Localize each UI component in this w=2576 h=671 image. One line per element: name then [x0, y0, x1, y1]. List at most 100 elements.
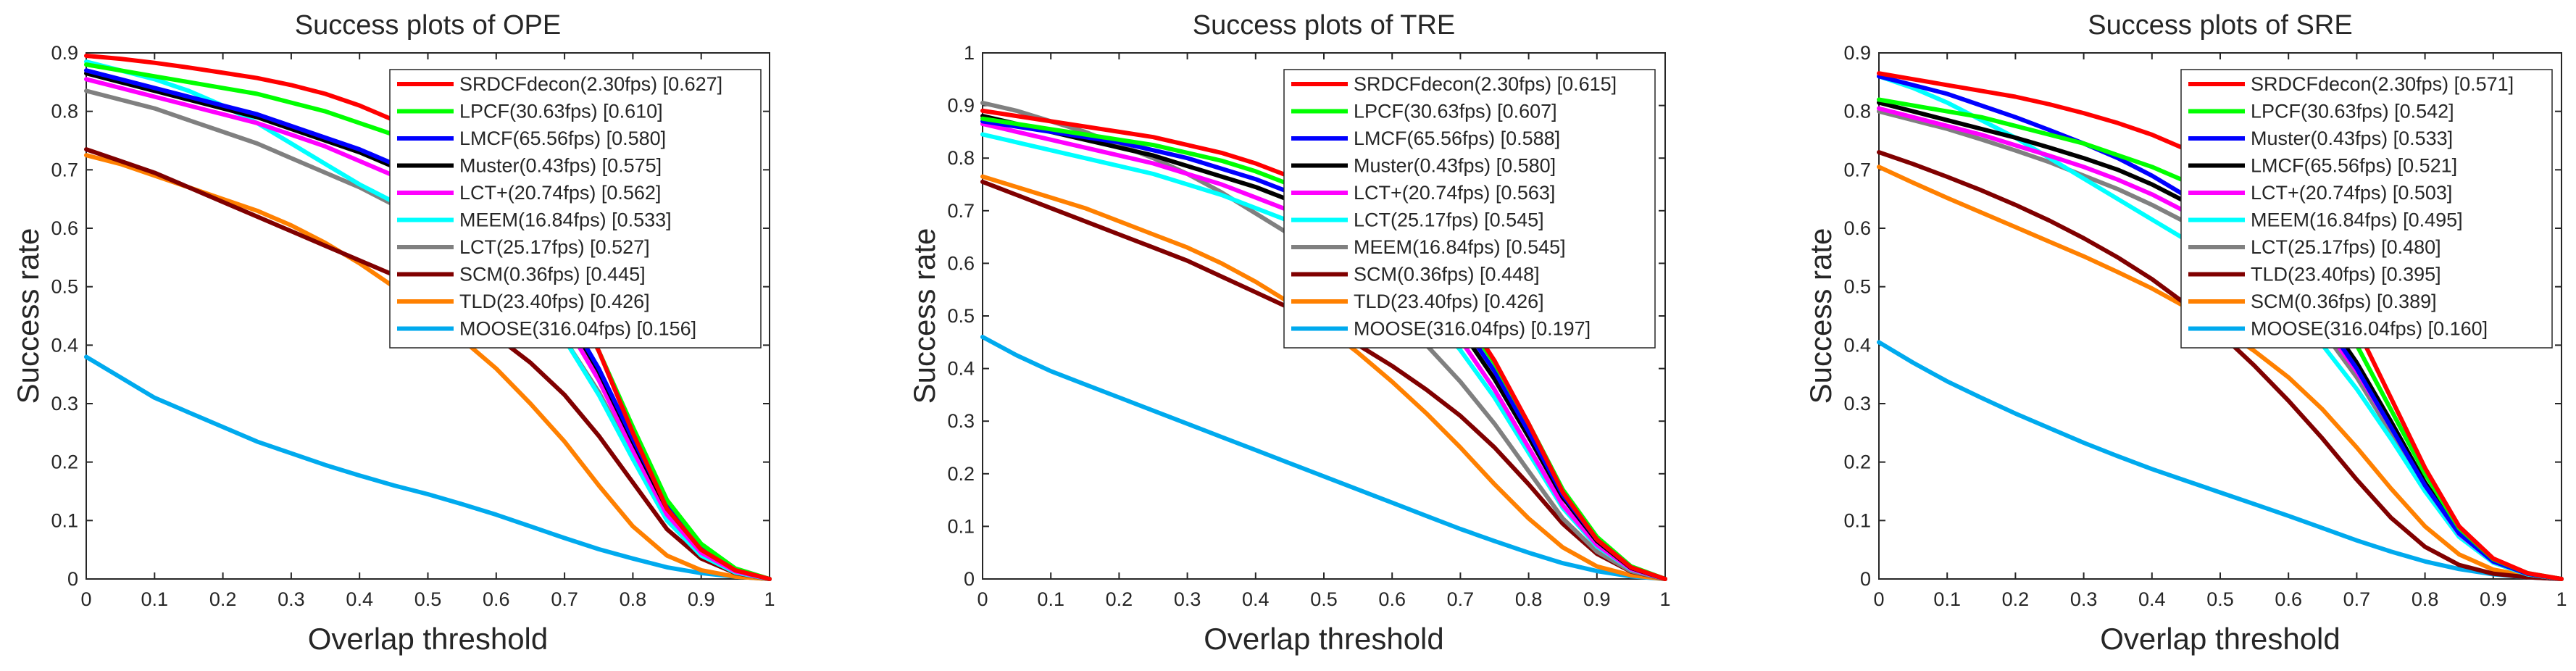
series-line-1-10: [84, 354, 772, 581]
legend-entry: LCT+(20.74fps) [0.503]: [2251, 182, 2452, 204]
x-tick-label: 0.8: [2412, 588, 2439, 610]
legend-entry: LPCF(30.63fps) [0.607]: [1354, 101, 1557, 122]
legend-entry: SCM(0.36fps) [0.448]: [1354, 264, 1540, 286]
x-tick-label: 0.7: [1447, 588, 1475, 610]
legend-entry: SRDCFdecon(2.30fps) [0.627]: [459, 73, 722, 95]
legend-entry: TLD(23.40fps) [0.426]: [1354, 291, 1544, 312]
x-tick-label: 0.6: [483, 588, 510, 610]
chart-title: Success plots of SRE: [2088, 10, 2352, 41]
chart-title: Success plots of TRE: [1193, 10, 1456, 41]
legend-entry: LCT+(20.74fps) [0.563]: [1354, 182, 1555, 204]
x-tick-label: 0.1: [141, 588, 169, 610]
y-axis-label: Success rate: [907, 228, 941, 404]
series-line-2-10: [980, 335, 1667, 581]
legend-entry: LCT(25.17fps) [0.527]: [459, 236, 650, 258]
legend-entry: MEEM(16.84fps) [0.533]: [459, 209, 672, 231]
y-tick-label: 0.2: [1843, 451, 1871, 473]
x-tick-label: 0.7: [551, 588, 578, 610]
x-tick-label: 1: [1659, 588, 1670, 610]
x-tick-label: 0.5: [414, 588, 442, 610]
y-tick-label: 0.9: [1843, 42, 1871, 64]
legend-entry: TLD(23.40fps) [0.395]: [2251, 264, 2441, 286]
legend-entry: LMCF(65.56fps) [0.580]: [459, 128, 666, 149]
y-tick-label: 1: [964, 42, 975, 64]
y-tick-label: 0.1: [1843, 509, 1871, 531]
y-tick-label: 0.9: [947, 95, 975, 117]
y-tick-label: 0.5: [51, 276, 78, 298]
legend-entry: SCM(0.36fps) [0.445]: [459, 264, 646, 286]
legend-entry: LCT+(20.74fps) [0.562]: [459, 182, 661, 204]
y-tick-label: 0.3: [1843, 393, 1871, 414]
y-tick-label: 0.5: [1843, 276, 1871, 298]
x-tick-label: 0.6: [2275, 588, 2302, 610]
y-tick-label: 0.4: [51, 334, 78, 356]
x-axis-label: Overlap threshold: [2100, 622, 2341, 656]
x-axis-label: Overlap threshold: [308, 622, 549, 656]
legend-entry: SCM(0.36fps) [0.389]: [2251, 291, 2437, 312]
legend-entry: LCT(25.17fps) [0.545]: [1354, 209, 1544, 231]
y-tick-label: 0.6: [1843, 217, 1871, 239]
y-tick-label: 0.9: [51, 42, 78, 64]
legend-entry: LCT(25.17fps) [0.480]: [2251, 236, 2441, 258]
x-tick-label: 0.4: [1242, 588, 1270, 610]
x-tick-label: 1: [764, 588, 775, 610]
legend-entry: Muster(0.43fps) [0.575]: [459, 155, 662, 177]
y-tick-label: 0.4: [947, 358, 975, 380]
x-tick-label: 0.3: [2070, 588, 2098, 610]
y-tick-label: 0.4: [1843, 334, 1871, 356]
x-tick-label: 0: [80, 588, 91, 610]
legend-entry: MEEM(16.84fps) [0.545]: [1354, 236, 1566, 258]
x-tick-label: 0.6: [1378, 588, 1406, 610]
x-tick-label: 0.3: [278, 588, 305, 610]
x-tick-label: 0.1: [1037, 588, 1064, 610]
y-tick-label: 0: [1860, 568, 1871, 590]
x-tick-label: 0.9: [688, 588, 715, 610]
y-tick-label: 0: [67, 568, 78, 590]
legend-entry: MOOSE(316.04fps) [0.197]: [1354, 318, 1591, 340]
x-tick-label: 0: [977, 588, 988, 610]
legend-entry: LPCF(30.63fps) [0.542]: [2251, 101, 2454, 122]
x-tick-label: 0.8: [1515, 588, 1543, 610]
x-tick-label: 0.5: [1310, 588, 1338, 610]
legend-entry: LMCF(65.56fps) [0.521]: [2251, 155, 2457, 177]
legend-entry: SRDCFdecon(2.30fps) [0.571]: [2251, 73, 2514, 95]
x-tick-label: 0.4: [346, 588, 373, 610]
x-tick-label: 0.1: [1933, 588, 1961, 610]
x-tick-label: 0.3: [1174, 588, 1201, 610]
y-tick-label: 0.1: [947, 515, 975, 537]
x-tick-label: 0.2: [2002, 588, 2030, 610]
y-tick-label: 0.8: [1843, 101, 1871, 122]
x-tick-label: 0.2: [1106, 588, 1133, 610]
x-tick-label: 0.5: [2206, 588, 2234, 610]
x-tick-label: 0.8: [620, 588, 647, 610]
y-tick-label: 0.2: [51, 451, 78, 473]
x-tick-label: 0.4: [2138, 588, 2166, 610]
y-tick-label: 0.6: [947, 252, 975, 274]
y-tick-label: 0.7: [1843, 159, 1871, 180]
x-tick-label: 0.2: [209, 588, 237, 610]
x-tick-label: 0.7: [2343, 588, 2371, 610]
legend-entry: MOOSE(316.04fps) [0.160]: [2251, 318, 2488, 340]
legend-entry: Muster(0.43fps) [0.533]: [2251, 128, 2453, 149]
legend-entry: MEEM(16.84fps) [0.495]: [2251, 209, 2463, 231]
legend-entry: LMCF(65.56fps) [0.588]: [1354, 128, 1560, 149]
x-tick-label: 0: [1873, 588, 1884, 610]
legend-entry: SRDCFdecon(2.30fps) [0.615]: [1354, 73, 1617, 95]
y-axis-label: Success rate: [11, 228, 45, 404]
legend-entry: LPCF(30.63fps) [0.610]: [459, 101, 663, 122]
legend-entry: TLD(23.40fps) [0.426]: [459, 291, 650, 312]
y-tick-label: 0.6: [51, 217, 78, 239]
y-tick-label: 0.5: [947, 305, 975, 327]
y-tick-label: 0.8: [51, 101, 78, 122]
y-tick-label: 0.8: [947, 147, 975, 169]
y-tick-label: 0.2: [947, 463, 975, 485]
x-tick-label: 0.9: [2480, 588, 2507, 610]
series-line-3-10: [1877, 340, 2564, 581]
y-tick-label: 0.7: [947, 200, 975, 222]
chart-title: Success plots of OPE: [295, 10, 562, 41]
x-axis-label: Overlap threshold: [1204, 622, 1444, 656]
y-tick-label: 0: [964, 568, 975, 590]
y-tick-label: 0.3: [947, 410, 975, 432]
legend-entry: MOOSE(316.04fps) [0.156]: [459, 318, 696, 340]
